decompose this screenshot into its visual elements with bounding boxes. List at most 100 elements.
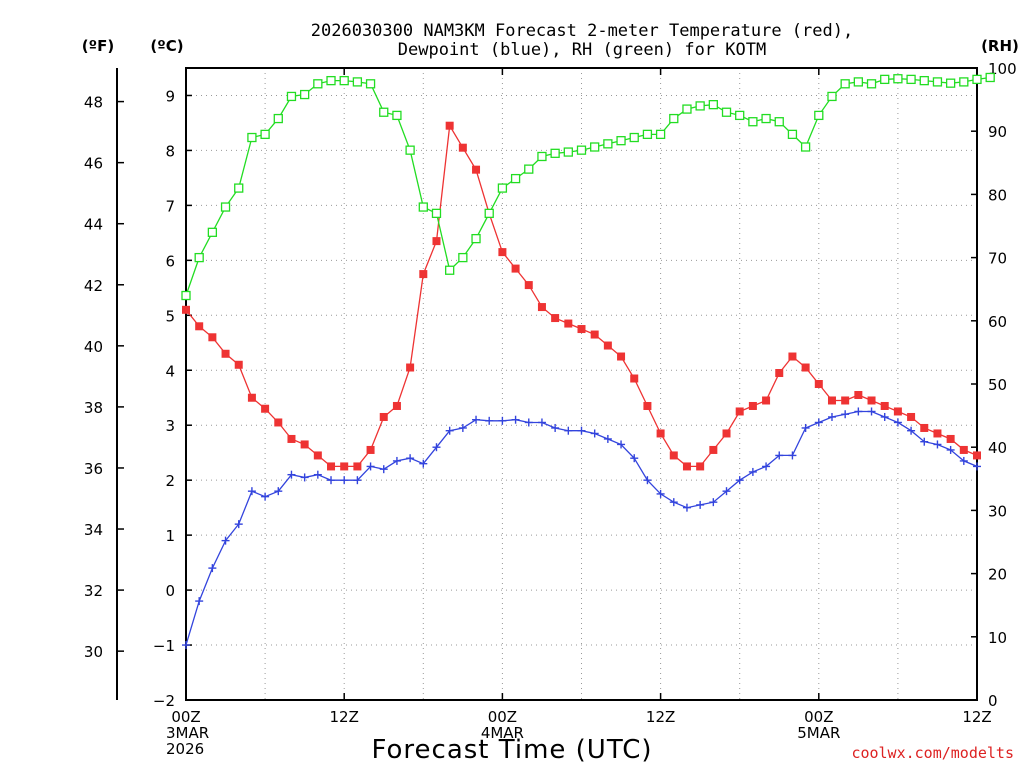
rh-point — [497, 183, 508, 193]
rh-tick-label: 70 — [988, 250, 1007, 268]
temperature-point — [195, 322, 204, 331]
rh-point — [247, 132, 257, 143]
rh-point — [893, 74, 903, 84]
dewpoint-point — [551, 423, 560, 432]
rh-point — [445, 265, 455, 275]
temperature-point — [590, 330, 599, 339]
data-series — [181, 72, 995, 650]
rh-point — [563, 147, 573, 157]
temperature-point — [274, 418, 283, 427]
chart-title-line1: 2026030300 NAM3KM Forecast 2-meter Tempe… — [311, 21, 853, 41]
fahrenheit-tick-label: 44 — [84, 216, 103, 234]
rh-tick-label: 40 — [988, 439, 1007, 457]
rh-point — [866, 79, 877, 89]
temperature-point — [577, 325, 586, 334]
rh-tick-label: 100 — [988, 60, 1017, 78]
fahrenheit-tick-label: 34 — [84, 521, 103, 539]
temperature-point — [696, 462, 705, 471]
dewpoint-point — [643, 476, 652, 485]
fahrenheit-tick-label: 42 — [84, 277, 103, 295]
x-tick-label: 12Z — [330, 708, 359, 726]
temperature-point — [261, 404, 270, 413]
temperature-point — [854, 390, 863, 399]
temperature-point — [748, 401, 757, 410]
rh-point — [220, 202, 231, 212]
dewpoint-point — [617, 440, 626, 449]
rh-point — [181, 290, 191, 301]
dewpoint-point — [392, 456, 401, 465]
dewpoint-point — [775, 451, 784, 460]
grid-lines — [186, 68, 977, 700]
dewpoint-point — [564, 426, 573, 435]
temperature-point — [564, 319, 573, 328]
unit-label-celsius: (ºC) — [150, 37, 183, 55]
rh-point — [524, 164, 534, 174]
temperature-point — [379, 412, 388, 421]
rh-point — [985, 72, 995, 83]
celsius-tick-label: 0 — [165, 582, 175, 600]
temperature-point — [722, 429, 731, 438]
rh-point — [735, 110, 745, 121]
temperature-point — [432, 237, 441, 246]
rh-point — [945, 78, 956, 88]
rh-point — [800, 142, 811, 152]
rh-point — [774, 117, 784, 127]
rh-point — [590, 142, 600, 152]
fahrenheit-tick-label: 32 — [84, 582, 103, 600]
dewpoint-point — [867, 407, 876, 416]
dewpoint-point — [933, 440, 942, 449]
celsius-tick-label: −1 — [153, 637, 175, 655]
dewpoint-point — [208, 564, 217, 573]
rh-point — [418, 202, 428, 212]
rh-point — [194, 252, 204, 263]
temperature-point — [801, 363, 810, 372]
dewpoint-point — [432, 443, 441, 452]
dewpoint-point — [287, 470, 296, 479]
rh-point — [431, 208, 442, 219]
rh-point — [972, 74, 982, 85]
rh-point — [906, 74, 916, 85]
temperature-point — [182, 305, 190, 314]
temperature-point — [419, 270, 428, 279]
temperature-point — [735, 407, 744, 416]
rh-point — [537, 151, 547, 162]
dewpoint-point — [827, 412, 836, 421]
dewpoint-point — [234, 520, 243, 529]
dewpoint-point — [735, 476, 744, 485]
temperature-point — [353, 462, 362, 471]
rh-point — [576, 145, 587, 155]
dewpoint-point — [920, 437, 929, 446]
celsius-tick-label: −2 — [153, 692, 175, 710]
rh-point — [603, 139, 613, 149]
temperature-point — [392, 401, 401, 410]
dewpoint-point — [709, 498, 718, 507]
x-tick-label: 2026 — [166, 740, 204, 758]
temperature-point — [603, 341, 612, 350]
rh-point — [286, 91, 297, 102]
temperature-point — [630, 374, 639, 383]
temperature-point — [472, 165, 481, 174]
dewpoint-point — [696, 500, 705, 509]
dewpoint-point — [603, 434, 612, 443]
rh-tick-label: 90 — [988, 123, 1007, 141]
celsius-tick-label: 9 — [165, 87, 175, 105]
rh-point — [339, 75, 349, 86]
temperature-point — [893, 407, 902, 416]
temperature-point — [340, 462, 349, 471]
rh-point — [234, 183, 244, 193]
temperature-point — [551, 314, 560, 323]
dewpoint-point — [722, 487, 731, 496]
rh-point — [458, 252, 468, 263]
dewpoint-point — [274, 487, 283, 496]
temperature-point — [814, 380, 823, 388]
x-axis-label: Forecast Time (UTC) — [371, 735, 652, 765]
dewpoint-point — [893, 418, 902, 427]
celsius-tick-label: 3 — [165, 417, 175, 435]
temperature-point — [221, 349, 230, 358]
x-tick-label: 00Z — [171, 708, 200, 726]
dewpoint-point — [762, 462, 771, 471]
celsius-tick-label: 1 — [165, 527, 175, 545]
celsius-tick-label: 8 — [165, 142, 175, 160]
dewpoint-point — [445, 426, 454, 435]
dewpoint-point — [511, 415, 520, 424]
